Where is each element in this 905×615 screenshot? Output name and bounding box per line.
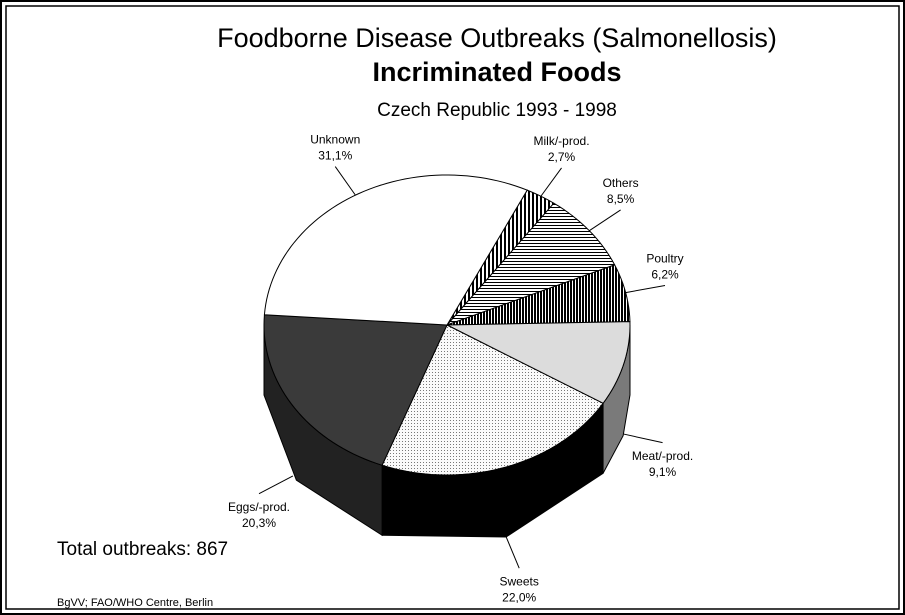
leader-line — [623, 433, 663, 444]
slice — [446, 189, 555, 326]
leader-line — [589, 209, 621, 232]
slice — [381, 324, 604, 476]
slice-value-label: 22,0% — [502, 590, 536, 604]
inner-frame — [5, 5, 900, 610]
chart-title: Foodborne Disease Outbreaks (Salmonellos… — [217, 23, 777, 53]
total-annotation: Total outbreaks: 867 — [57, 539, 228, 560]
chart-subtitle: Czech Republic 1993 - 1998 — [377, 100, 617, 121]
slice — [263, 174, 528, 326]
leader-line — [625, 284, 666, 294]
slice-label: Eggs/-prod. — [228, 500, 290, 514]
leader-line — [505, 536, 520, 569]
leader-line — [540, 167, 562, 197]
slice-value-label: 8,5% — [607, 192, 635, 206]
slice-value-label: 20,3% — [242, 516, 276, 530]
chart-title-bold: Incriminated Foods — [372, 57, 621, 87]
leader-line — [258, 475, 294, 495]
slice-value-label: 31,1% — [318, 149, 352, 163]
slice-label: Milk/-prod. — [534, 134, 590, 148]
leader-line — [334, 166, 356, 196]
slice-label: Meat/-prod. — [632, 449, 693, 463]
slice — [263, 314, 448, 466]
slice-value-label: 2,7% — [548, 150, 576, 164]
slice-value-label: 9,1% — [649, 465, 677, 479]
slice-value-label: 6,2% — [651, 268, 679, 282]
slice-label: Sweets — [500, 574, 539, 588]
slice-label: Poultry — [646, 252, 683, 266]
source-note: BgVV; FAO/WHO Centre, Berlin — [57, 597, 213, 609]
slice-label: Others — [603, 176, 639, 190]
slice-label: Unknown — [310, 133, 360, 147]
slice — [446, 321, 631, 404]
slice — [446, 264, 631, 326]
